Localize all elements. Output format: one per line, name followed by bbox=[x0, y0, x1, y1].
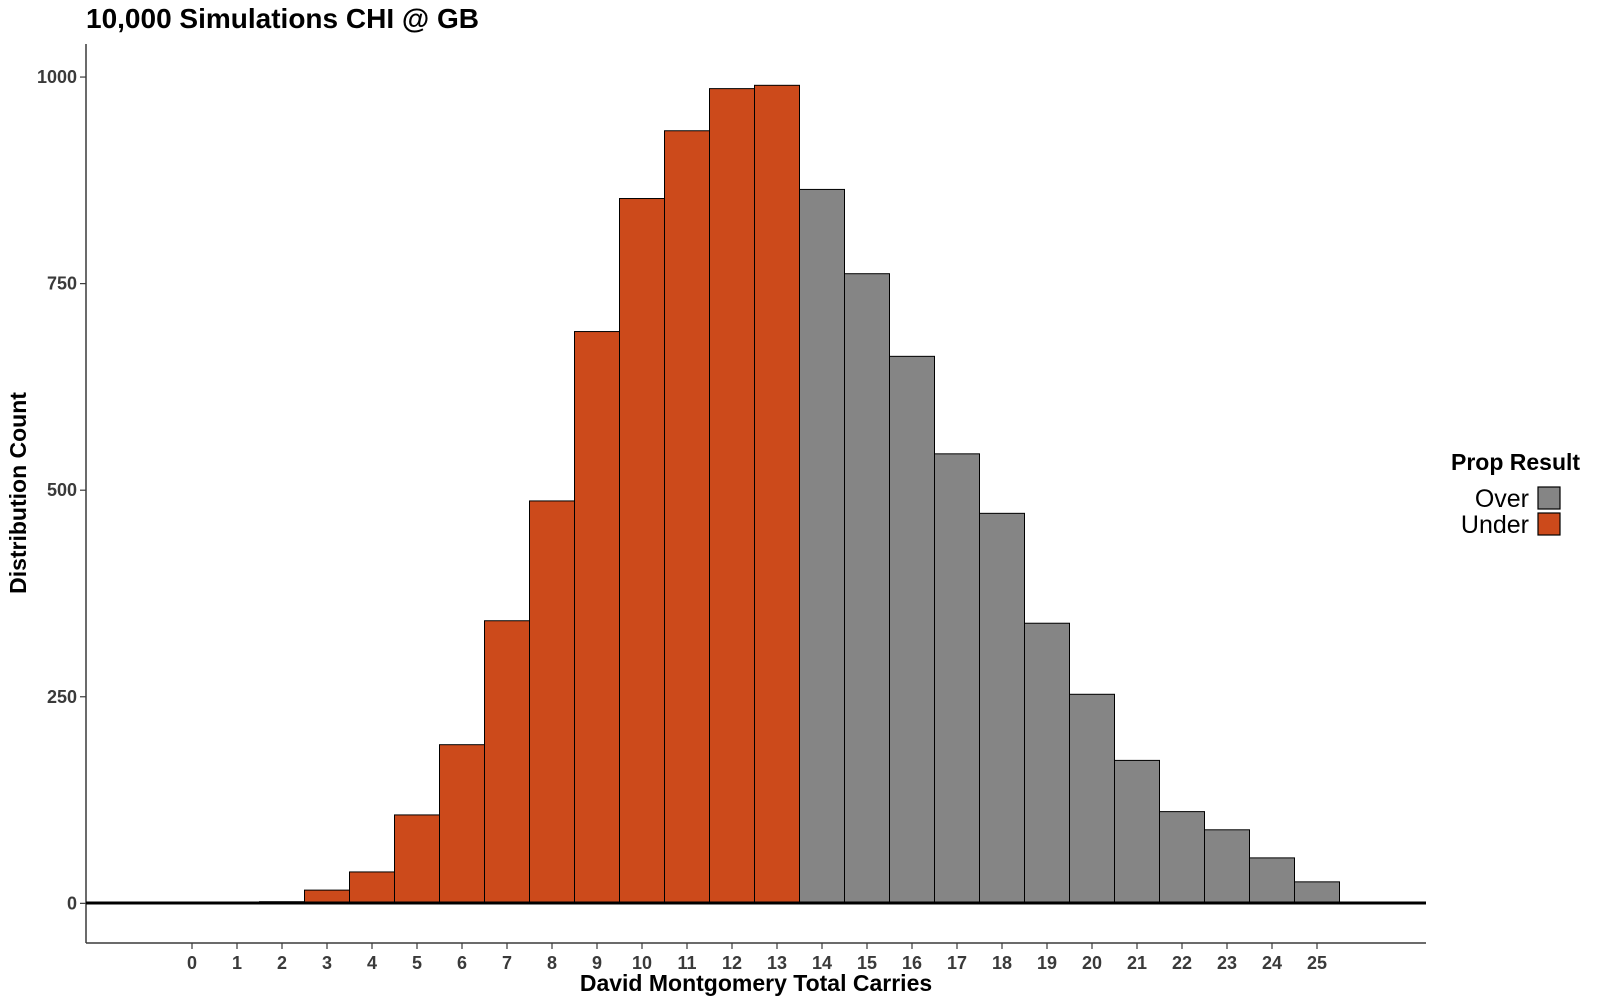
bar-21 bbox=[1114, 759, 1160, 904]
x-tick-label-12: 12 bbox=[722, 953, 742, 973]
legend-swatch-over bbox=[1537, 486, 1561, 510]
x-tick-label-21: 21 bbox=[1127, 953, 1147, 973]
x-tick-label-24: 24 bbox=[1262, 953, 1282, 973]
x-tick-label-3: 3 bbox=[322, 953, 332, 973]
bar-25 bbox=[1294, 881, 1340, 904]
bar-24 bbox=[1249, 857, 1295, 904]
x-tick-label-5: 5 bbox=[412, 953, 422, 973]
bar-8 bbox=[529, 500, 575, 904]
x-tick-label-0: 0 bbox=[187, 953, 197, 973]
x-tick-label-7: 7 bbox=[502, 953, 512, 973]
x-tick-label-20: 20 bbox=[1082, 953, 1102, 973]
bar-10 bbox=[619, 198, 665, 904]
x-tick-label-17: 17 bbox=[947, 953, 967, 973]
y-tick-label-0: 0 bbox=[67, 893, 77, 913]
bar-4 bbox=[349, 871, 395, 904]
x-tick-label-25: 25 bbox=[1307, 953, 1327, 973]
x-tick-label-6: 6 bbox=[457, 953, 467, 973]
bar-23 bbox=[1204, 829, 1250, 904]
legend-swatch-under bbox=[1537, 512, 1561, 536]
legend-title: Prop Result bbox=[1451, 449, 1580, 475]
x-tick-label-16: 16 bbox=[902, 953, 922, 973]
x-tick-label-19: 19 bbox=[1037, 953, 1057, 973]
bar-22 bbox=[1159, 811, 1205, 904]
bars-group bbox=[259, 84, 1340, 904]
y-tick-label-500: 500 bbox=[47, 480, 77, 500]
bar-7 bbox=[484, 620, 530, 904]
x-tick-label-1: 1 bbox=[232, 953, 242, 973]
bar-5 bbox=[394, 814, 440, 904]
bar-6 bbox=[439, 744, 485, 904]
bar-16 bbox=[889, 355, 935, 904]
legend-label-under: Under bbox=[1461, 511, 1529, 539]
x-tick-label-11: 11 bbox=[677, 953, 696, 973]
bar-12 bbox=[709, 88, 755, 904]
x-axis-title: David Montgomery Total Carries bbox=[580, 970, 932, 996]
y-tick-label-250: 250 bbox=[47, 687, 77, 707]
bar-13 bbox=[754, 84, 800, 904]
x-tick-label-10: 10 bbox=[632, 953, 652, 973]
bar-17 bbox=[934, 453, 980, 904]
x-tick-label-4: 4 bbox=[367, 953, 377, 973]
bar-19 bbox=[1024, 622, 1070, 904]
x-tick-label-22: 22 bbox=[1172, 953, 1192, 973]
x-tick-label-14: 14 bbox=[812, 953, 832, 973]
x-tick-label-13: 13 bbox=[767, 953, 787, 973]
bar-3 bbox=[304, 889, 350, 904]
bar-15 bbox=[844, 273, 890, 904]
bar-11 bbox=[664, 130, 710, 904]
y-axis-title: Distribution Count bbox=[5, 392, 31, 594]
x-tick-label-18: 18 bbox=[992, 953, 1012, 973]
chart-title: 10,000 Simulations CHI @ GB bbox=[86, 3, 479, 34]
x-tick-label-9: 9 bbox=[592, 953, 602, 973]
bar-9 bbox=[574, 331, 620, 904]
y-ticks-group: 0 250 500 750 1000 bbox=[37, 67, 86, 913]
x-tick-label-15: 15 bbox=[857, 953, 877, 973]
bar-14 bbox=[799, 188, 845, 904]
x-tick-label-2: 2 bbox=[277, 953, 287, 973]
x-ticks-group: 0 1 2 3 4 5 6 7 8 9 10 11 12 13 14 15 16 17 18 19 20 21 22 23 24… bbox=[187, 943, 1327, 973]
bar-18 bbox=[979, 512, 1025, 904]
y-tick-label-1000: 1000 bbox=[37, 67, 77, 87]
legend-label-over: Over bbox=[1475, 485, 1529, 513]
x-tick-label-23: 23 bbox=[1217, 953, 1237, 973]
bar-20 bbox=[1069, 693, 1115, 904]
x-tick-label-8: 8 bbox=[547, 953, 557, 973]
y-tick-label-750: 750 bbox=[47, 274, 77, 294]
